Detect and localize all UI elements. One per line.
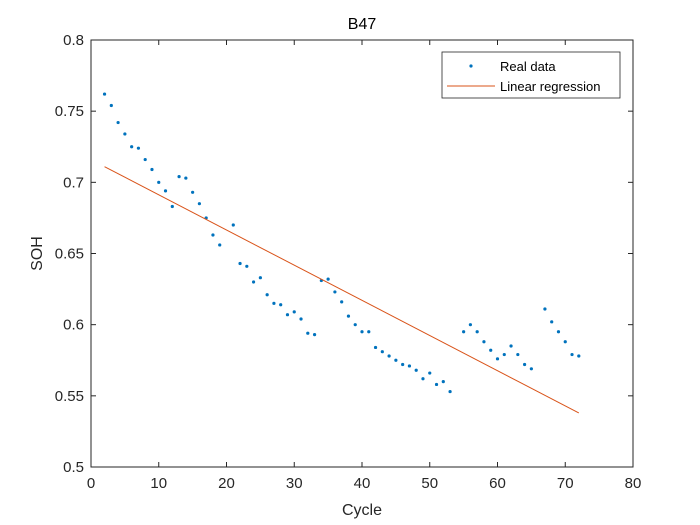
data-point [238, 261, 242, 266]
y-axis-title: SOH [29, 236, 46, 271]
data-point [489, 348, 493, 352]
data-point [163, 189, 168, 193]
x-axis-title: Cycle [342, 502, 382, 519]
data-point [279, 303, 283, 307]
data-point [231, 223, 235, 227]
data-point [312, 333, 317, 337]
legend-label-linear-regression: Linear regression [500, 79, 600, 94]
data-point [380, 350, 384, 354]
data-point [570, 352, 574, 357]
data-point [353, 323, 357, 327]
data-point [306, 331, 310, 335]
data-point [367, 330, 371, 334]
data-point [197, 202, 201, 206]
data-point [340, 300, 344, 304]
data-point [387, 354, 391, 358]
data-point [143, 157, 147, 162]
data-point [177, 175, 181, 179]
series-layer [102, 92, 581, 414]
data-point [265, 293, 269, 297]
data-point [245, 264, 249, 268]
data-point [123, 132, 127, 136]
data-point [191, 190, 195, 194]
legend-box [441, 51, 621, 99]
data-point [373, 345, 378, 350]
y-tick-label: 0.8 [63, 32, 84, 49]
y-tick-label: 0.7 [63, 174, 84, 191]
x-tick-label: 70 [557, 475, 574, 492]
data-point [150, 167, 154, 172]
data-point [326, 277, 330, 281]
data-point [495, 357, 500, 361]
data-point [272, 301, 276, 305]
x-tick-label: 30 [286, 475, 303, 492]
chart-title: B47 [348, 16, 377, 33]
data-point [407, 364, 412, 368]
plot-area [90, 39, 634, 468]
y-tick-label: 0.6 [63, 317, 84, 334]
data-point [116, 120, 120, 125]
data-point [482, 340, 486, 344]
data-point [299, 317, 303, 321]
y-tick-label: 0.75 [55, 103, 84, 120]
data-point [401, 362, 405, 367]
x-tick-label: 40 [354, 475, 371, 492]
data-point [475, 330, 479, 334]
data-point [563, 340, 567, 344]
y-tick-label: 0.5 [63, 459, 84, 476]
data-point [258, 276, 262, 280]
x-tick-label: 10 [150, 475, 167, 492]
data-point [360, 330, 364, 334]
data-point [414, 368, 418, 372]
data-point [428, 371, 432, 375]
data-point [516, 352, 520, 357]
y-tick-label: 0.65 [55, 246, 84, 263]
data-point [102, 92, 107, 96]
regression-line [104, 166, 580, 414]
data-point [252, 280, 256, 284]
x-tick-label: 0 [87, 475, 95, 492]
data-point [529, 367, 533, 371]
data-point [109, 103, 113, 108]
y-axis: 0.5 0.55 0.6 0.65 0.7 0.75 0.8 [55, 32, 633, 476]
data-point [218, 243, 222, 247]
legend-label-real-data: Real data [500, 59, 556, 74]
data-point [543, 307, 547, 311]
data-point [441, 380, 445, 384]
data-point [170, 204, 174, 209]
data-point [292, 310, 296, 314]
data-point [462, 330, 466, 334]
x-tick-label: 80 [625, 475, 642, 492]
x-axis: 0 10 20 30 40 50 60 70 80 [87, 40, 642, 492]
data-point [157, 180, 161, 184]
data-point [448, 389, 452, 394]
data-point [577, 354, 581, 358]
x-tick-label: 20 [218, 475, 235, 492]
data-point [502, 352, 506, 357]
data-point [184, 176, 188, 180]
data-point [523, 362, 527, 367]
data-point [509, 344, 513, 348]
x-tick-label: 50 [421, 475, 438, 492]
data-point [421, 377, 425, 381]
data-point [211, 233, 215, 237]
data-point [346, 314, 351, 318]
y-tick-label: 0.55 [55, 388, 84, 405]
legend: Real data Linear regression [441, 51, 621, 99]
data-point [333, 290, 337, 294]
data-point [468, 323, 472, 327]
data-point [434, 382, 439, 387]
data-point [136, 146, 141, 150]
data-point [550, 320, 554, 324]
data-point [285, 313, 290, 317]
data-point [556, 330, 561, 334]
legend-marker-real-data [469, 64, 473, 68]
x-tick-label: 60 [489, 475, 506, 492]
data-point [130, 145, 134, 149]
data-point [394, 358, 398, 362]
